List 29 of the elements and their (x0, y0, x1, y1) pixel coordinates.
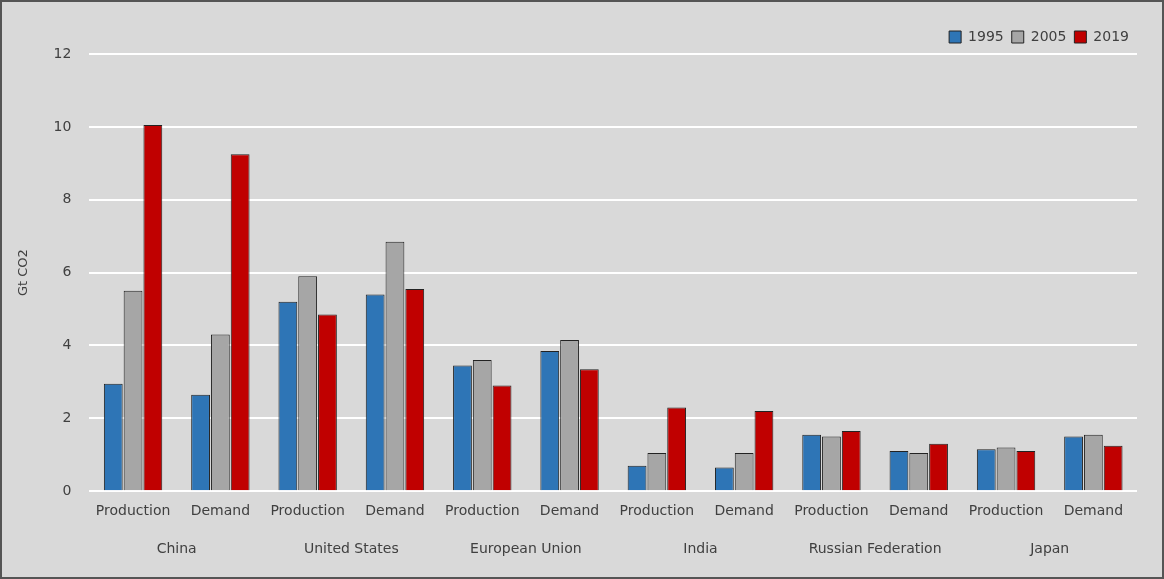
x-tick-label: Demand (1063, 502, 1124, 519)
x-tick-label: Demand (539, 502, 600, 519)
y-tick-label: 6 (62, 263, 72, 280)
y-tick-label: 0 (62, 481, 72, 498)
text: Russian Federation (808, 539, 942, 556)
text: United States (303, 539, 399, 556)
legend-label: 2005 (1030, 27, 1067, 44)
x-tick-label: Demand (889, 502, 949, 519)
text: Japan (1029, 539, 1070, 556)
y-tick-label: 2 (62, 408, 72, 425)
x-tick-label: Production (794, 502, 869, 519)
x-tick-label: Demand (714, 502, 774, 519)
x-tick-label: Demand (365, 502, 425, 519)
text: China (156, 539, 197, 556)
x-tick-label: Production (270, 502, 345, 519)
y-tick-label: 8 (62, 190, 72, 207)
y-tick-label: 10 (53, 117, 72, 134)
legend-label: 1995 (968, 27, 1004, 44)
y-tick-label: 4 (62, 336, 72, 353)
x-tick-label: Demand (190, 502, 251, 519)
x-tick-label: Production (95, 502, 171, 519)
text: India (683, 539, 718, 556)
y-axis-title: Gt CO2 (15, 249, 31, 297)
legend-label: 2019 (1093, 27, 1130, 44)
x-tick-label: Production (968, 502, 1044, 519)
x-tick-label: Production (445, 502, 520, 519)
text: European Union (470, 539, 582, 556)
y-tick-label: 12 (53, 44, 72, 61)
x-tick-label: Production (619, 502, 695, 519)
